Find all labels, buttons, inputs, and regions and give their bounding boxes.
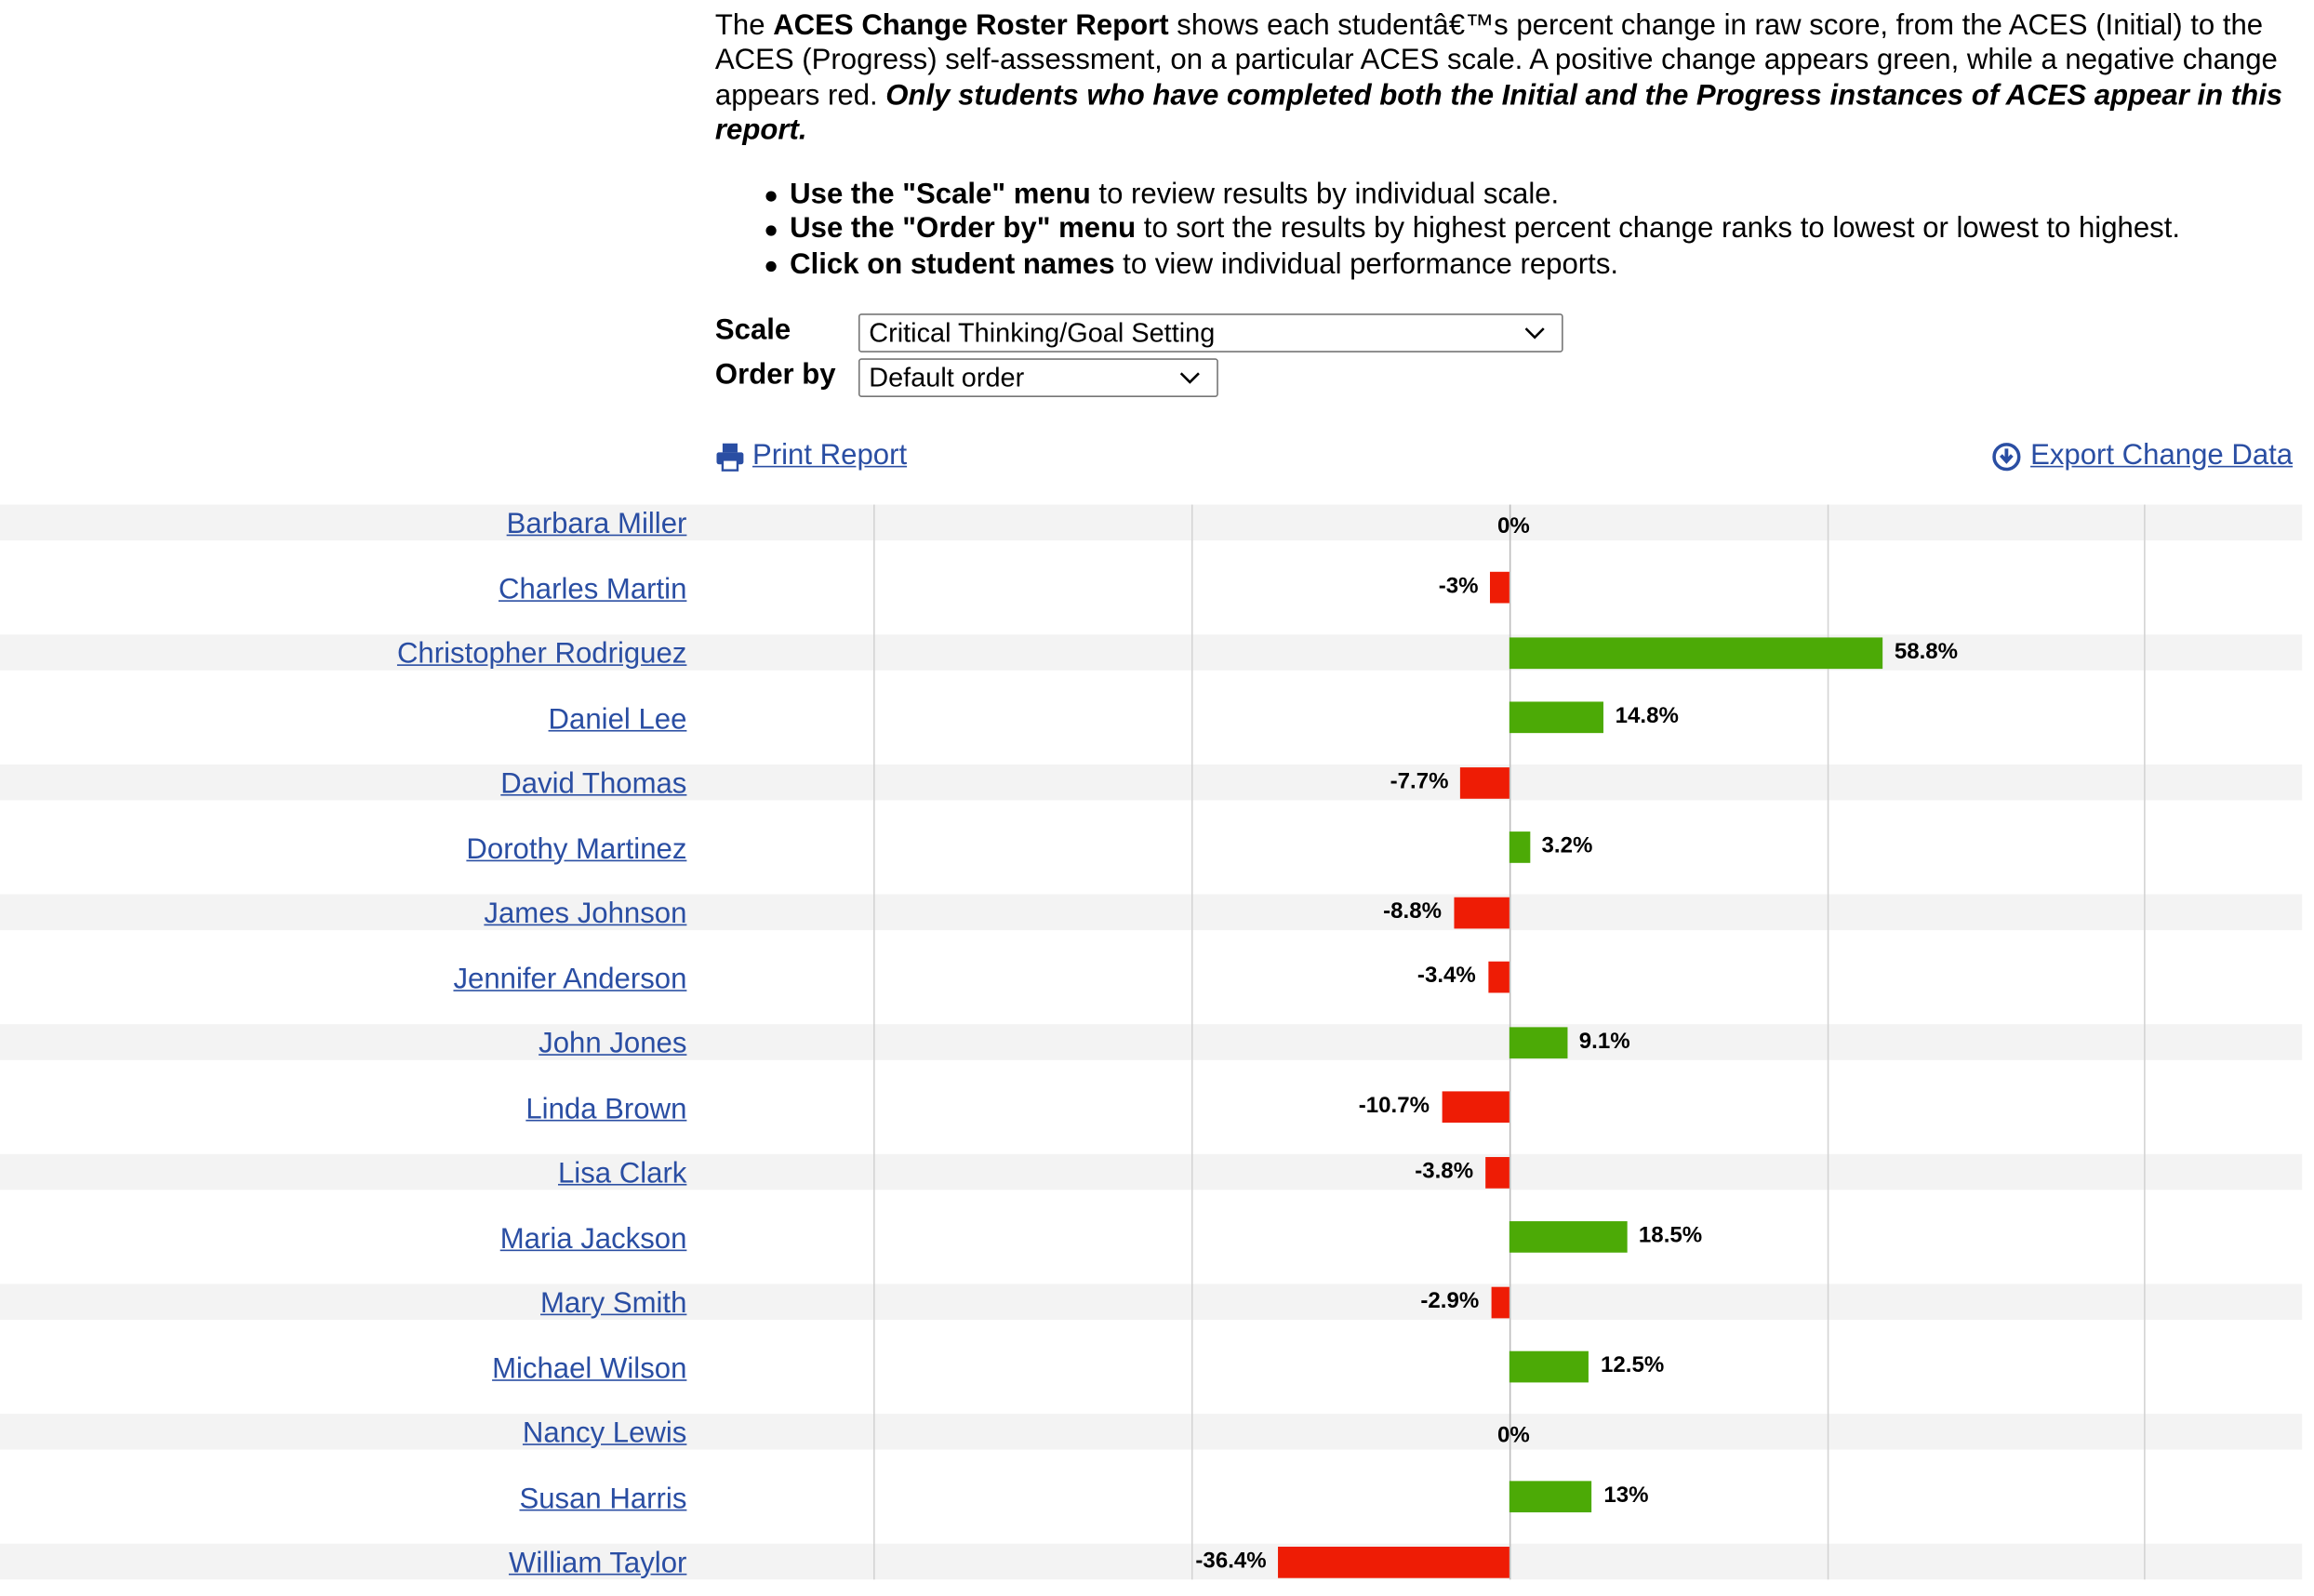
row-stripe (0, 1543, 2303, 1580)
export-change-data-link[interactable]: Export Change Data (1991, 439, 2293, 473)
instructions-list: Use the "Scale" menu to review results b… (765, 178, 2181, 283)
student-name-link[interactable]: Susan Harris (519, 1482, 687, 1515)
student-name-link[interactable]: Mary Smith (540, 1286, 687, 1320)
gridline (1826, 504, 1829, 1580)
change-value-label: 58.8% (1894, 638, 1959, 664)
export-change-data-label: Export Change Data (2030, 438, 2294, 472)
order-by-select-value: Default order (869, 363, 1025, 393)
negative-change-bar (1278, 1546, 1509, 1577)
positive-change-bar (1509, 701, 1603, 734)
instruction-text: to review results by individual scale. (1090, 178, 1560, 211)
change-value-label: -10.7% (1358, 1093, 1430, 1119)
positive-change-bar (1509, 1481, 1592, 1513)
row-stripe (0, 1414, 2303, 1450)
gridline (2144, 504, 2146, 1580)
change-value-label: -3.4% (1416, 963, 1476, 989)
row-stripe (0, 504, 2303, 541)
student-name-link[interactable]: Dorothy Martinez (466, 831, 687, 866)
change-value-label: -3% (1438, 573, 1479, 599)
instruction-item: Use the "Order by" menu to sort the resu… (765, 212, 2181, 248)
instruction-bold: Use the "Scale" menu (790, 178, 1091, 211)
change-value-label: 18.5% (1638, 1222, 1703, 1248)
instruction-bold: Use the "Order by" menu (790, 212, 1137, 246)
row-stripe (0, 1024, 2303, 1060)
chevron-down-icon (1179, 372, 1200, 384)
order-by-label: Order by (714, 358, 836, 392)
instruction-text: to view individual performance reports. (1114, 247, 1619, 281)
intro-text-1: The (714, 8, 774, 42)
scale-label: Scale (714, 313, 791, 347)
instruction-item: Click on student names to view individua… (765, 247, 2180, 283)
row-stripe (0, 1153, 2303, 1190)
student-name-link[interactable]: Nancy Lewis (522, 1416, 687, 1450)
student-name-link[interactable]: Barbara Miller (506, 507, 687, 541)
row-stripe (0, 1283, 2303, 1320)
negative-change-bar (1490, 571, 1509, 604)
positive-change-bar (1509, 1350, 1589, 1383)
change-value-label: 13% (1603, 1482, 1649, 1509)
student-name-link[interactable]: Linda Brown (525, 1092, 687, 1125)
negative-change-bar (1487, 961, 1509, 993)
instruction-item: Use the "Scale" menu to review results b… (765, 178, 2180, 213)
change-value-label: -8.8% (1383, 898, 1442, 924)
change-value-label: -7.7% (1390, 767, 1449, 794)
report-name: ACES Change Roster Report (773, 8, 1169, 42)
row-stripe (0, 634, 2303, 671)
negative-change-bar (1441, 1091, 1509, 1124)
student-name-link[interactable]: Charles Martin (499, 572, 687, 605)
negative-change-bar (1453, 896, 1509, 928)
student-name-link[interactable]: Daniel Lee (548, 702, 687, 736)
negative-change-bar (1460, 766, 1509, 798)
gridline (1190, 504, 1192, 1580)
positive-change-bar (1509, 831, 1530, 863)
gridline (873, 504, 875, 1580)
change-value-label: -3.8% (1415, 1157, 1474, 1184)
row-stripe (0, 764, 2303, 801)
student-name-link[interactable]: Christopher Rodriguez (396, 637, 687, 671)
student-name-link[interactable]: David Thomas (500, 767, 687, 801)
row-stripe (0, 894, 2303, 931)
positive-change-bar (1509, 1026, 1567, 1058)
student-name-link[interactable]: Lisa Clark (557, 1157, 687, 1190)
positive-change-bar (1509, 636, 1882, 669)
change-value-label: 9.1% (1578, 1028, 1630, 1054)
report-description: The ACES Change Roster Report shows each… (715, 9, 2301, 149)
printer-icon (716, 443, 744, 472)
intro-note: Only students who have completed both th… (714, 78, 2283, 147)
positive-change-bar (1509, 1221, 1628, 1253)
student-name-link[interactable]: Jennifer Anderson (453, 962, 687, 995)
student-name-link[interactable]: Maria Jackson (499, 1221, 687, 1256)
change-roster-chart: Barbara Miller 0% Charles Martin -3% Christo… (0, 504, 2303, 1580)
student-name-link[interactable]: William Taylor (508, 1546, 687, 1580)
print-report-link[interactable]: Print Report (715, 439, 907, 473)
instruction-text: to sort the results by highest percent c… (1136, 212, 2181, 246)
print-report-label: Print Report (752, 438, 908, 472)
change-value-label: 0% (1497, 512, 1530, 539)
download-circle-icon (1992, 443, 2021, 472)
student-name-link[interactable]: John Jones (539, 1027, 687, 1060)
change-value-label: 14.8% (1615, 703, 1679, 729)
change-value-label: 3.2% (1541, 832, 1593, 858)
change-value-label: -2.9% (1420, 1287, 1480, 1313)
change-value-label: -36.4% (1195, 1547, 1267, 1574)
instruction-bold: Click on student names (790, 247, 1115, 281)
order-by-select[interactable]: Default order (858, 358, 1218, 397)
student-name-link[interactable]: Michael Wilson (492, 1351, 687, 1385)
intro-text-2: shows each studentâ€™s percent change in… (714, 8, 2278, 113)
scale-select[interactable]: Critical Thinking/Goal Setting (858, 313, 1563, 352)
student-name-link[interactable]: James Johnson (484, 897, 687, 931)
negative-change-bar (1491, 1285, 1509, 1318)
change-value-label: 0% (1497, 1421, 1530, 1448)
chevron-down-icon (1524, 327, 1545, 339)
change-value-label: 12.5% (1600, 1352, 1665, 1378)
scale-select-value: Critical Thinking/Goal Setting (869, 317, 1216, 349)
negative-change-bar (1484, 1156, 1509, 1188)
